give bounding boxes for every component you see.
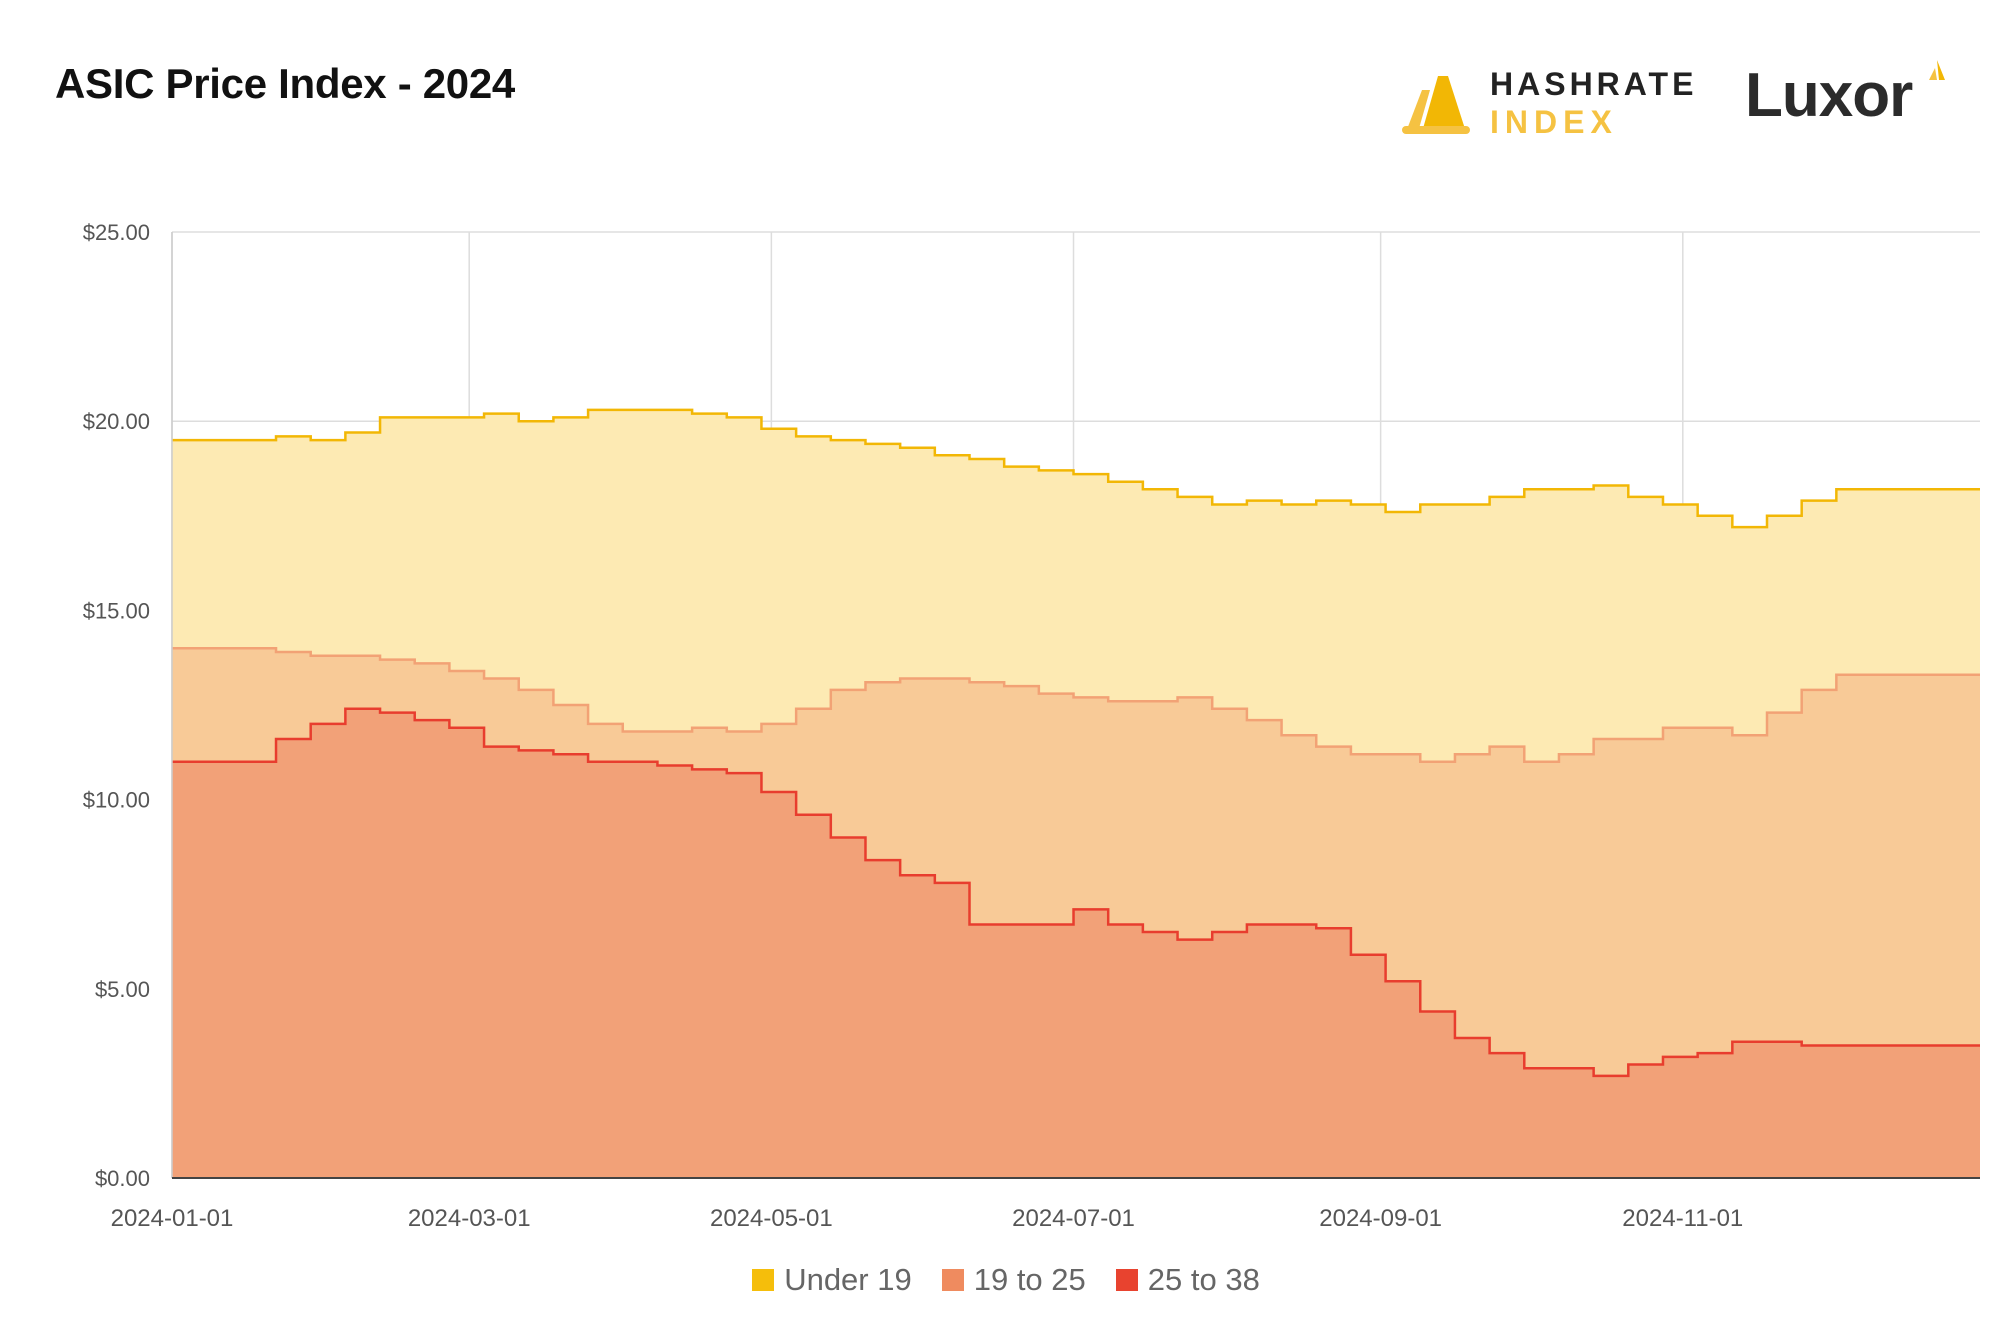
hashrate-logo-word: HASHRATE [1490,66,1698,102]
x-tick-label: 2024-01-01 [111,1205,234,1232]
hashrate-index-logo: HASHRATE INDEX [1400,62,1700,142]
area-25-to-38 [172,708,1980,1178]
legend-swatch [752,1269,775,1291]
legend-item-19-to-25[interactable]: 19 to 25 [941,1262,1086,1298]
y-tick-label: $10.00 [83,788,150,813]
legend-item-under-19[interactable]: Under 19 [752,1262,912,1298]
legend-swatch [941,1269,964,1291]
y-tick-label: $15.00 [83,598,150,623]
luxor-logo-icon [1929,60,1945,80]
hashrate-index-logo-icon [1402,76,1470,134]
legend-label: Under 19 [784,1262,912,1297]
line-19-to-25 [172,646,1980,764]
chart-legend: Under 19 19 to 25 25 to 38 [0,1262,2012,1298]
luxor-logo: Luxor [1745,58,1955,138]
x-tick-label: 2024-03-01 [408,1205,531,1232]
index-logo-word: INDEX [1490,104,1618,140]
line-25-to-38 [172,707,1980,1078]
chart-axes: $0.00 $5.00 $10.00 $15.00 $20.00 $25.00 2024-0… [83,220,1980,1232]
legend-swatch [1115,1269,1138,1291]
x-tick-label: 2024-11-01 [1622,1205,1743,1232]
y-tick-label: $0.00 [95,1166,150,1191]
legend-label: 25 to 38 [1147,1262,1260,1297]
chart-title: ASIC Price Index - 2024 [55,60,515,107]
y-tick-label: $20.00 [83,409,150,434]
legend-label: 19 to 25 [973,1262,1086,1297]
chart-areas [172,408,1980,1178]
x-tick-label: 2024-09-01 [1319,1205,1442,1232]
x-tick-label: 2024-07-01 [1012,1205,1135,1232]
y-tick-label: $5.00 [95,977,150,1002]
line-under-19 [172,408,1980,529]
luxor-logo-word: Luxor [1745,61,1913,130]
legend-item-25-to-38[interactable]: 25 to 38 [1115,1262,1260,1298]
price-index-chart: $0.00 $5.00 $10.00 $15.00 $20.00 $25.00 2024-0… [83,220,1980,1232]
y-tick-label: $25.00 [83,220,150,245]
x-tick-label: 2024-05-01 [710,1205,833,1232]
